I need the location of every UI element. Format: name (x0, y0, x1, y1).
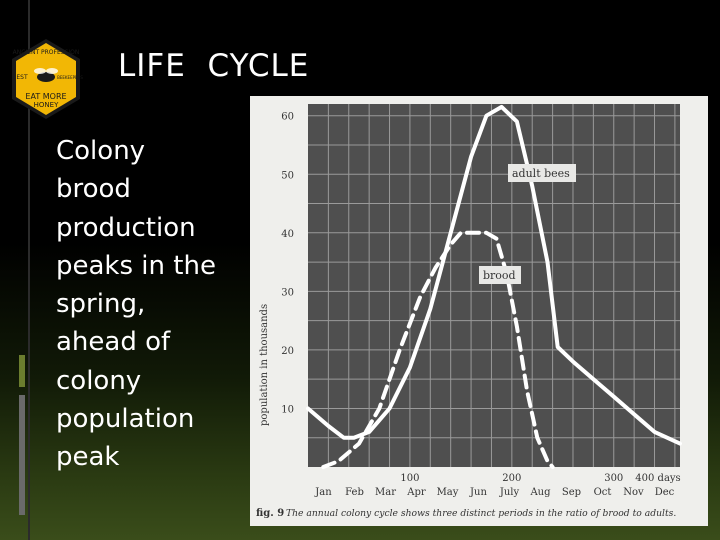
series-label-adult-bees: adult bees (512, 167, 570, 180)
plot-area (308, 104, 680, 467)
x-tick-label: 400 days (635, 473, 680, 484)
chart-panel: 10 20 30 40 50 60 100 200 300 400 days Jan Feb Mar… (250, 96, 708, 526)
y-tick-label: 10 (281, 404, 294, 415)
brood-label-box (479, 266, 521, 284)
slide-title: LIFE CYCLE (118, 48, 310, 84)
month-label: Dec (655, 487, 675, 498)
logo-top-text: ANCIENT PROFESSION (13, 49, 80, 56)
y-tick-label: 60 (281, 112, 294, 123)
series-label-brood: brood (483, 269, 516, 282)
series-lines (306, 104, 682, 469)
adult-bees-label-box (508, 164, 576, 182)
month-label: Aug (529, 487, 551, 498)
figure-label: fig. 9 (256, 508, 284, 519)
left-rule (28, 0, 30, 540)
logo-right-text: BEEKEEPERS (57, 75, 83, 80)
month-label: Sep (562, 487, 581, 498)
x-tick-label: 100 (400, 473, 419, 484)
logo-bottom-text-2: HONEY (34, 101, 59, 109)
month-labels: Jan Feb Mar Apr May Jun July Aug Sep Oct Nov Dec (314, 487, 674, 498)
y-tick-label: 20 (281, 346, 294, 357)
accent-bar-grey (19, 395, 25, 515)
figure-caption: The annual colony cycle shows three dist… (286, 508, 676, 519)
y-tick-label: 40 (281, 229, 294, 240)
month-label: Oct (594, 487, 612, 498)
month-label: May (437, 487, 459, 498)
beekeepers-logo: ANCIENT PROFESSION EST BEEKEEPERS EAT MO… (4, 37, 88, 121)
x-tick-labels: 100 200 300 400 days (400, 473, 680, 484)
x-tick-label: 200 (502, 473, 521, 484)
logo-bottom-text-1: EAT MORE (25, 92, 66, 101)
y-tick-label: 50 (281, 170, 294, 181)
month-label: July (499, 487, 520, 498)
month-label: Jun (469, 487, 487, 498)
y-axis-label: population in thousands (259, 304, 270, 426)
month-label: Jan (314, 487, 332, 498)
y-tick-label: 30 (281, 287, 294, 298)
month-label: Feb (345, 487, 364, 498)
accent-bar-green (19, 355, 25, 387)
y-tick-labels: 10 20 30 40 50 60 (281, 112, 294, 416)
bee-icon (37, 72, 55, 82)
slide-body-text: Colony brood production peaks in the spr… (56, 136, 216, 473)
life-cycle-chart: 10 20 30 40 50 60 100 200 300 400 days Jan Feb Mar… (256, 104, 682, 519)
month-label: Mar (375, 487, 396, 498)
month-label: Nov (623, 487, 644, 498)
x-tick-label: 300 (604, 473, 623, 484)
month-label: Apr (406, 487, 426, 498)
series-line-brood (321, 230, 555, 469)
logo-left-text: EST (16, 74, 28, 81)
series-line-adult-bees (306, 104, 682, 446)
